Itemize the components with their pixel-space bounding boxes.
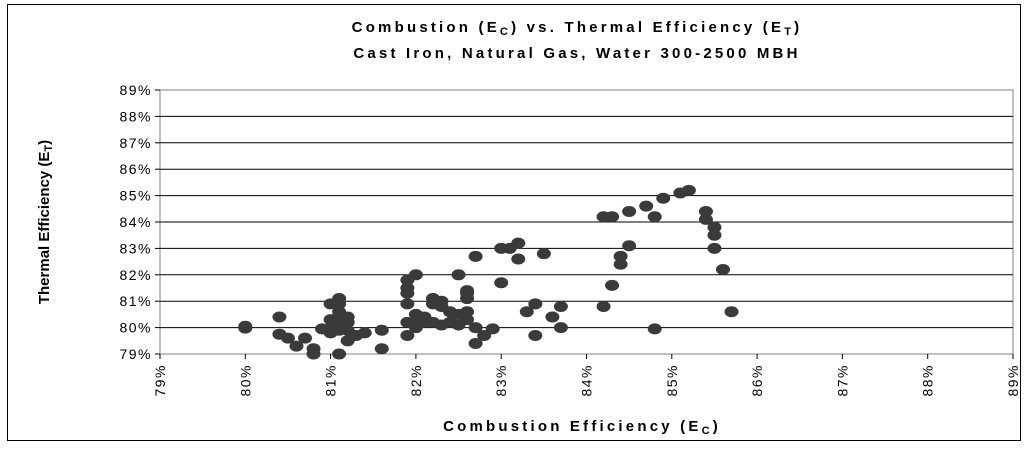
data-point — [622, 240, 637, 252]
data-point — [545, 311, 560, 323]
data-point — [451, 269, 466, 281]
title-subscript-t: T — [784, 26, 794, 38]
data-point — [400, 330, 415, 342]
data-point — [528, 298, 543, 310]
data-point — [639, 200, 654, 212]
data-points — [238, 184, 739, 360]
data-point — [280, 332, 295, 344]
x-tick-label: 79% — [152, 364, 168, 397]
data-point — [511, 253, 526, 265]
data-point — [400, 298, 415, 310]
ylabel-part-2: ) — [36, 140, 53, 145]
data-point — [519, 306, 534, 318]
data-point — [332, 298, 347, 310]
data-point — [460, 293, 475, 305]
data-point — [698, 205, 713, 217]
data-point — [468, 250, 483, 262]
data-point — [707, 229, 722, 241]
xlabel-subscript-c: C — [702, 425, 713, 437]
y-tick-label: 79% — [119, 346, 152, 362]
data-point — [494, 277, 509, 289]
data-point — [536, 248, 551, 260]
y-tick-labels: 79% 80% 81% 82% 83% 84% 85% 86% 87% 88% 89% — [119, 82, 160, 362]
data-point — [298, 332, 313, 344]
data-point — [622, 205, 637, 217]
title-part-3: ) — [794, 19, 802, 36]
chart-subtitle: Cast Iron, Natural Gas, Water 300-2500 M… — [353, 45, 800, 62]
xlabel-part-1: Combustion Efficiency (E — [443, 418, 702, 435]
x-tick-label: 84% — [579, 364, 595, 397]
data-point — [468, 337, 483, 349]
title-part-2: ) vs. Thermal Efficiency (E — [511, 19, 784, 36]
chart-title: Combustion (EC) vs. Thermal Efficiency (… — [352, 19, 803, 38]
data-point — [468, 322, 483, 334]
data-point — [460, 314, 475, 326]
xlabel-part-2: ) — [713, 418, 721, 435]
title-part-1: Combustion (E — [352, 19, 500, 36]
data-point — [707, 242, 722, 254]
data-point — [485, 323, 500, 335]
data-point — [272, 311, 287, 323]
data-point — [340, 316, 355, 328]
x-axis-label: Combustion Efficiency (EC) — [443, 418, 721, 437]
ylabel-part-1: Thermal Efficiency (E — [36, 152, 53, 305]
data-point — [553, 322, 568, 334]
y-tick-label: 85% — [119, 188, 152, 204]
data-point — [306, 348, 321, 360]
data-point — [605, 211, 620, 223]
title-subscript-c: C — [500, 26, 511, 38]
data-point — [647, 211, 662, 223]
y-tick-label: 82% — [119, 267, 152, 283]
x-tick-label: 80% — [237, 364, 253, 397]
data-point — [528, 330, 543, 342]
x-tick-label: 85% — [664, 364, 680, 397]
gridlines — [160, 115, 1013, 329]
data-point — [724, 306, 739, 318]
y-tick-label: 86% — [119, 161, 152, 177]
data-point — [553, 300, 568, 312]
data-point — [605, 279, 620, 291]
data-point — [613, 250, 628, 262]
x-tick-label: 81% — [323, 364, 339, 397]
data-point — [647, 323, 662, 335]
data-point — [698, 213, 713, 225]
y-tick-label: 88% — [119, 108, 152, 124]
x-tick-label: 82% — [408, 364, 424, 397]
x-tick-label: 89% — [1005, 364, 1021, 397]
data-point — [681, 184, 696, 196]
x-tick-label: 86% — [749, 364, 765, 397]
data-point — [715, 264, 730, 276]
data-point — [400, 287, 415, 299]
data-point — [596, 300, 611, 312]
data-point — [357, 327, 372, 339]
x-tick-label: 88% — [920, 364, 936, 397]
data-point — [408, 269, 423, 281]
data-point — [238, 322, 253, 334]
data-point — [332, 348, 347, 360]
data-point — [477, 330, 492, 342]
y-tick-label: 81% — [119, 293, 152, 309]
y-tick-label: 87% — [119, 135, 152, 151]
data-point — [656, 192, 671, 204]
ylabel-subscript-t: T — [43, 145, 55, 152]
data-point — [707, 221, 722, 233]
y-axis-label: Thermal Efficiency (ET) — [36, 140, 55, 304]
x-tick-labels: 79% 80% 81% 82% 83% 84% 85% 86% 87% 88% 89% — [152, 354, 1021, 397]
y-tick-label: 83% — [119, 240, 152, 256]
data-point — [374, 343, 389, 355]
y-tick-label: 89% — [119, 82, 152, 98]
data-point — [374, 324, 389, 336]
data-point — [613, 258, 628, 270]
data-point — [289, 340, 304, 352]
data-point — [460, 306, 475, 318]
x-tick-label: 87% — [834, 364, 850, 397]
data-point — [511, 237, 526, 249]
y-tick-label: 84% — [119, 214, 152, 230]
y-tick-label: 80% — [119, 320, 152, 336]
x-tick-label: 83% — [493, 364, 509, 397]
